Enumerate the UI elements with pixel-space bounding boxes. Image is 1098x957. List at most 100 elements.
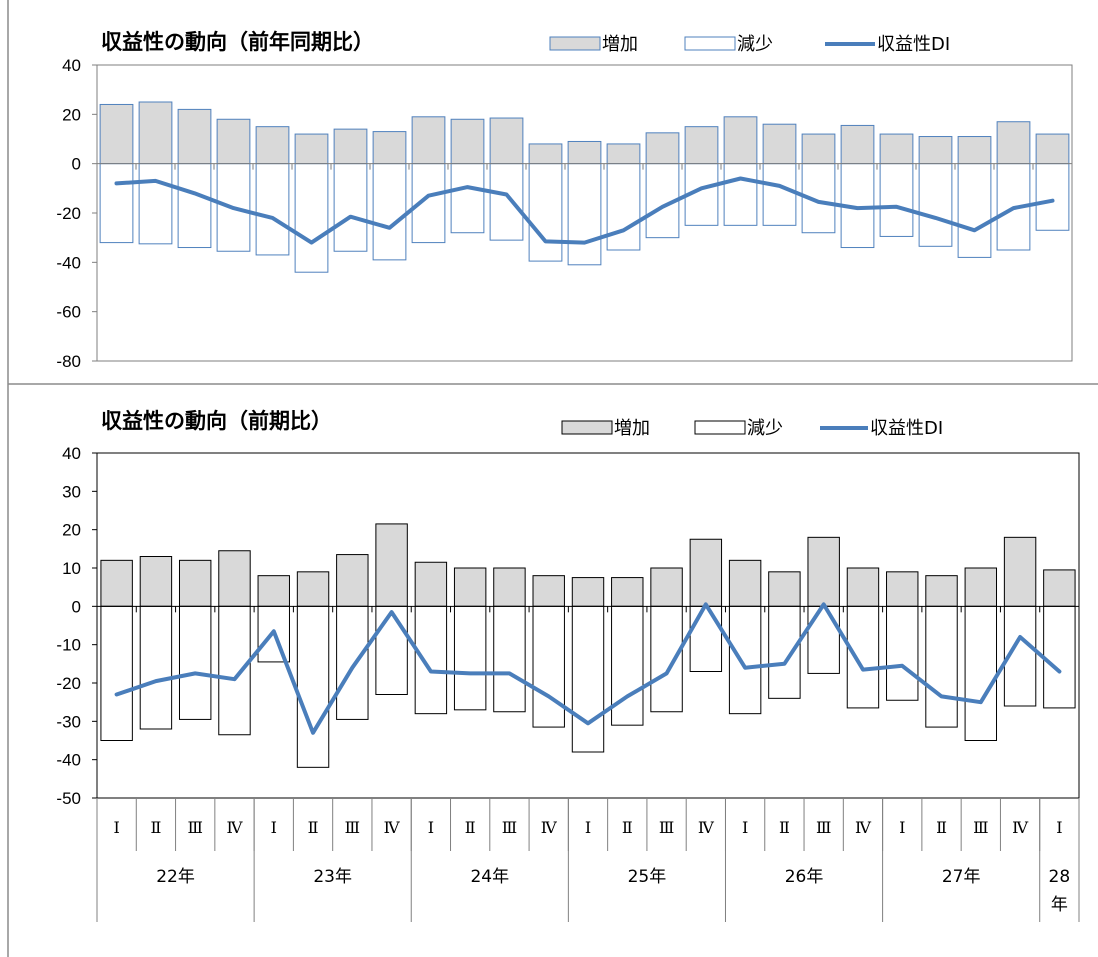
increase-bar <box>294 133 329 165</box>
increase-bar <box>493 567 526 607</box>
quarter-label: Ⅰ <box>428 818 434 837</box>
decrease-bar <box>879 163 914 237</box>
decrease-bar <box>336 605 369 720</box>
quarter-label: Ⅳ <box>698 818 715 837</box>
year-label: 25年 <box>628 867 667 887</box>
y-tick-label: 0 <box>72 155 81 174</box>
y-tick-label: -20 <box>56 204 81 223</box>
legend-increase-label: 増加 <box>614 418 650 439</box>
increase-bar <box>1003 536 1037 607</box>
y-tick-label: 30 <box>62 482 81 501</box>
decrease-bar <box>957 163 992 258</box>
decrease-bar <box>762 163 797 226</box>
quarter-label: Ⅲ <box>187 818 202 837</box>
increase-bar <box>723 116 758 165</box>
increase-bar <box>846 567 880 607</box>
y-tick-label: 20 <box>62 105 81 124</box>
y-tick-label: -10 <box>56 636 81 655</box>
decrease-bar <box>139 605 173 730</box>
increase-bar <box>645 132 680 165</box>
y-tick-label: 20 <box>62 521 81 540</box>
increase-bar <box>216 118 251 165</box>
decrease-bar <box>728 605 762 715</box>
decrease-bar <box>571 605 605 753</box>
increase-bar <box>532 575 565 607</box>
decrease-bar <box>886 605 919 701</box>
decrease-bar <box>493 605 526 713</box>
y-tick-label: -60 <box>56 303 81 322</box>
decrease-bar <box>177 163 212 249</box>
increase-bar <box>1043 569 1076 607</box>
increase-bar <box>372 131 407 165</box>
decrease-bar <box>255 163 290 256</box>
decrease-bar <box>218 605 251 736</box>
increase-bar <box>100 559 133 607</box>
y-tick-label: -80 <box>56 352 81 371</box>
legend-increase-swatch <box>549 36 601 51</box>
quarter-label: Ⅱ <box>465 818 476 837</box>
decrease-bar <box>768 605 801 699</box>
quarter-label: Ⅳ <box>226 818 243 837</box>
legend-decrease-label: 減少 <box>737 34 773 55</box>
increase-bar <box>99 103 134 165</box>
increase-bar <box>257 575 290 607</box>
quarter-label: Ⅲ <box>345 818 360 837</box>
quarter-label: Ⅳ <box>384 818 401 837</box>
increase-bar <box>768 571 801 607</box>
increase-bar <box>801 133 836 165</box>
decrease-bar <box>846 605 880 709</box>
year-label: 27年 <box>942 867 981 887</box>
decrease-bar <box>807 605 840 674</box>
quarter-label: Ⅱ <box>150 818 161 837</box>
increase-bar <box>336 554 369 607</box>
increase-bar <box>178 559 212 607</box>
plot-area <box>96 64 1073 362</box>
legend-di-label: 収益性DI <box>870 418 943 439</box>
decrease-bar <box>178 605 212 720</box>
year-label: 26年 <box>785 867 824 887</box>
decrease-bar <box>528 163 563 262</box>
quarter-label: Ⅲ <box>659 818 674 837</box>
decrease-bar <box>99 163 134 244</box>
y-tick-label: -40 <box>56 253 81 272</box>
y-tick-label: 0 <box>72 597 81 616</box>
decrease-bar <box>1035 163 1070 231</box>
increase-bar <box>296 571 330 607</box>
legend-di-label: 収益性DI <box>877 34 950 55</box>
increase-bar <box>684 126 719 165</box>
decrease-bar <box>689 605 723 672</box>
decrease-bar <box>964 605 998 741</box>
quarter-label: Ⅳ <box>1012 818 1029 837</box>
decrease-bar <box>375 605 408 695</box>
increase-bar <box>489 117 524 165</box>
decrease-bar <box>567 163 602 266</box>
quarter-label: Ⅲ <box>816 818 831 837</box>
legend-decrease-label: 減少 <box>747 418 783 439</box>
decrease-bar <box>532 605 565 728</box>
increase-bar <box>762 123 797 165</box>
increase-bar <box>879 133 914 165</box>
increase-bar <box>177 108 212 165</box>
increase-bar <box>1035 133 1070 165</box>
decrease-bar <box>650 605 683 713</box>
legend-decrease-swatch <box>684 36 736 51</box>
decrease-bar <box>918 163 953 247</box>
increase-bar <box>571 577 605 607</box>
decrease-bar <box>138 163 173 245</box>
y-tick-label: -30 <box>56 712 81 731</box>
increase-bar <box>925 575 958 607</box>
increase-bar <box>567 140 602 165</box>
increase-bar <box>414 561 448 607</box>
decrease-bar <box>606 163 641 251</box>
increase-bar <box>138 101 173 165</box>
increase-bar <box>218 550 251 607</box>
y-tick-label: -20 <box>56 674 81 693</box>
increase-bar <box>689 538 723 607</box>
quarter-label: Ⅳ <box>541 818 558 837</box>
chart-title: 収益性の動向（前年同期比） <box>101 30 374 54</box>
year-label-suffix: 年 <box>1051 895 1068 915</box>
increase-bar <box>606 143 641 165</box>
quarter-label: Ⅰ <box>742 818 748 837</box>
quarter-label: Ⅱ <box>779 818 790 837</box>
